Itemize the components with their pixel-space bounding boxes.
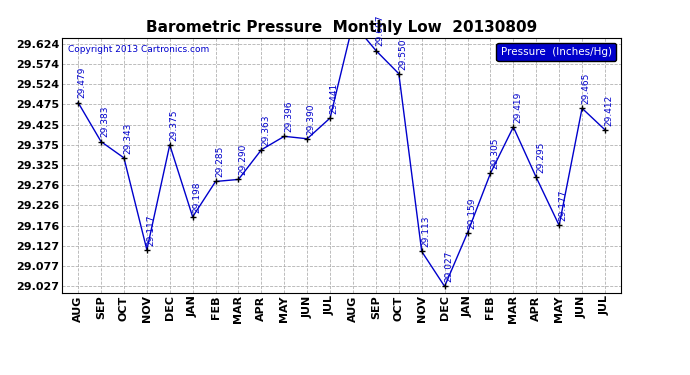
Text: 29.375: 29.375 bbox=[170, 109, 179, 141]
Text: 29.198: 29.198 bbox=[193, 181, 201, 213]
Title: Barometric Pressure  Monthly Low  20130809: Barometric Pressure Monthly Low 20130809 bbox=[146, 20, 538, 35]
Text: 29.396: 29.396 bbox=[284, 100, 293, 132]
Text: 29.383: 29.383 bbox=[101, 106, 110, 138]
Text: 29.113: 29.113 bbox=[422, 216, 431, 247]
Text: 29.285: 29.285 bbox=[215, 146, 224, 177]
Text: 29.159: 29.159 bbox=[467, 197, 476, 228]
Text: 29.117: 29.117 bbox=[146, 214, 155, 246]
Text: 29.027: 29.027 bbox=[444, 251, 453, 282]
Text: 29.390: 29.390 bbox=[307, 103, 316, 135]
Text: 29.674: 29.674 bbox=[0, 374, 1, 375]
Text: 29.441: 29.441 bbox=[330, 82, 339, 114]
Text: 29.177: 29.177 bbox=[559, 190, 568, 221]
Text: 29.305: 29.305 bbox=[490, 138, 499, 169]
Text: 29.412: 29.412 bbox=[604, 94, 613, 126]
Text: 29.295: 29.295 bbox=[536, 142, 545, 173]
Text: Copyright 2013 Cartronics.com: Copyright 2013 Cartronics.com bbox=[68, 45, 209, 54]
Text: 29.290: 29.290 bbox=[238, 144, 247, 175]
Text: 29.465: 29.465 bbox=[582, 73, 591, 104]
Text: 29.419: 29.419 bbox=[513, 92, 522, 123]
Text: 29.479: 29.479 bbox=[78, 67, 87, 98]
Text: 29.550: 29.550 bbox=[399, 38, 408, 69]
Text: 29.607: 29.607 bbox=[375, 15, 384, 46]
Text: 29.343: 29.343 bbox=[124, 122, 132, 154]
Legend: Pressure  (Inches/Hg): Pressure (Inches/Hg) bbox=[497, 43, 615, 61]
Text: 29.363: 29.363 bbox=[261, 114, 270, 146]
